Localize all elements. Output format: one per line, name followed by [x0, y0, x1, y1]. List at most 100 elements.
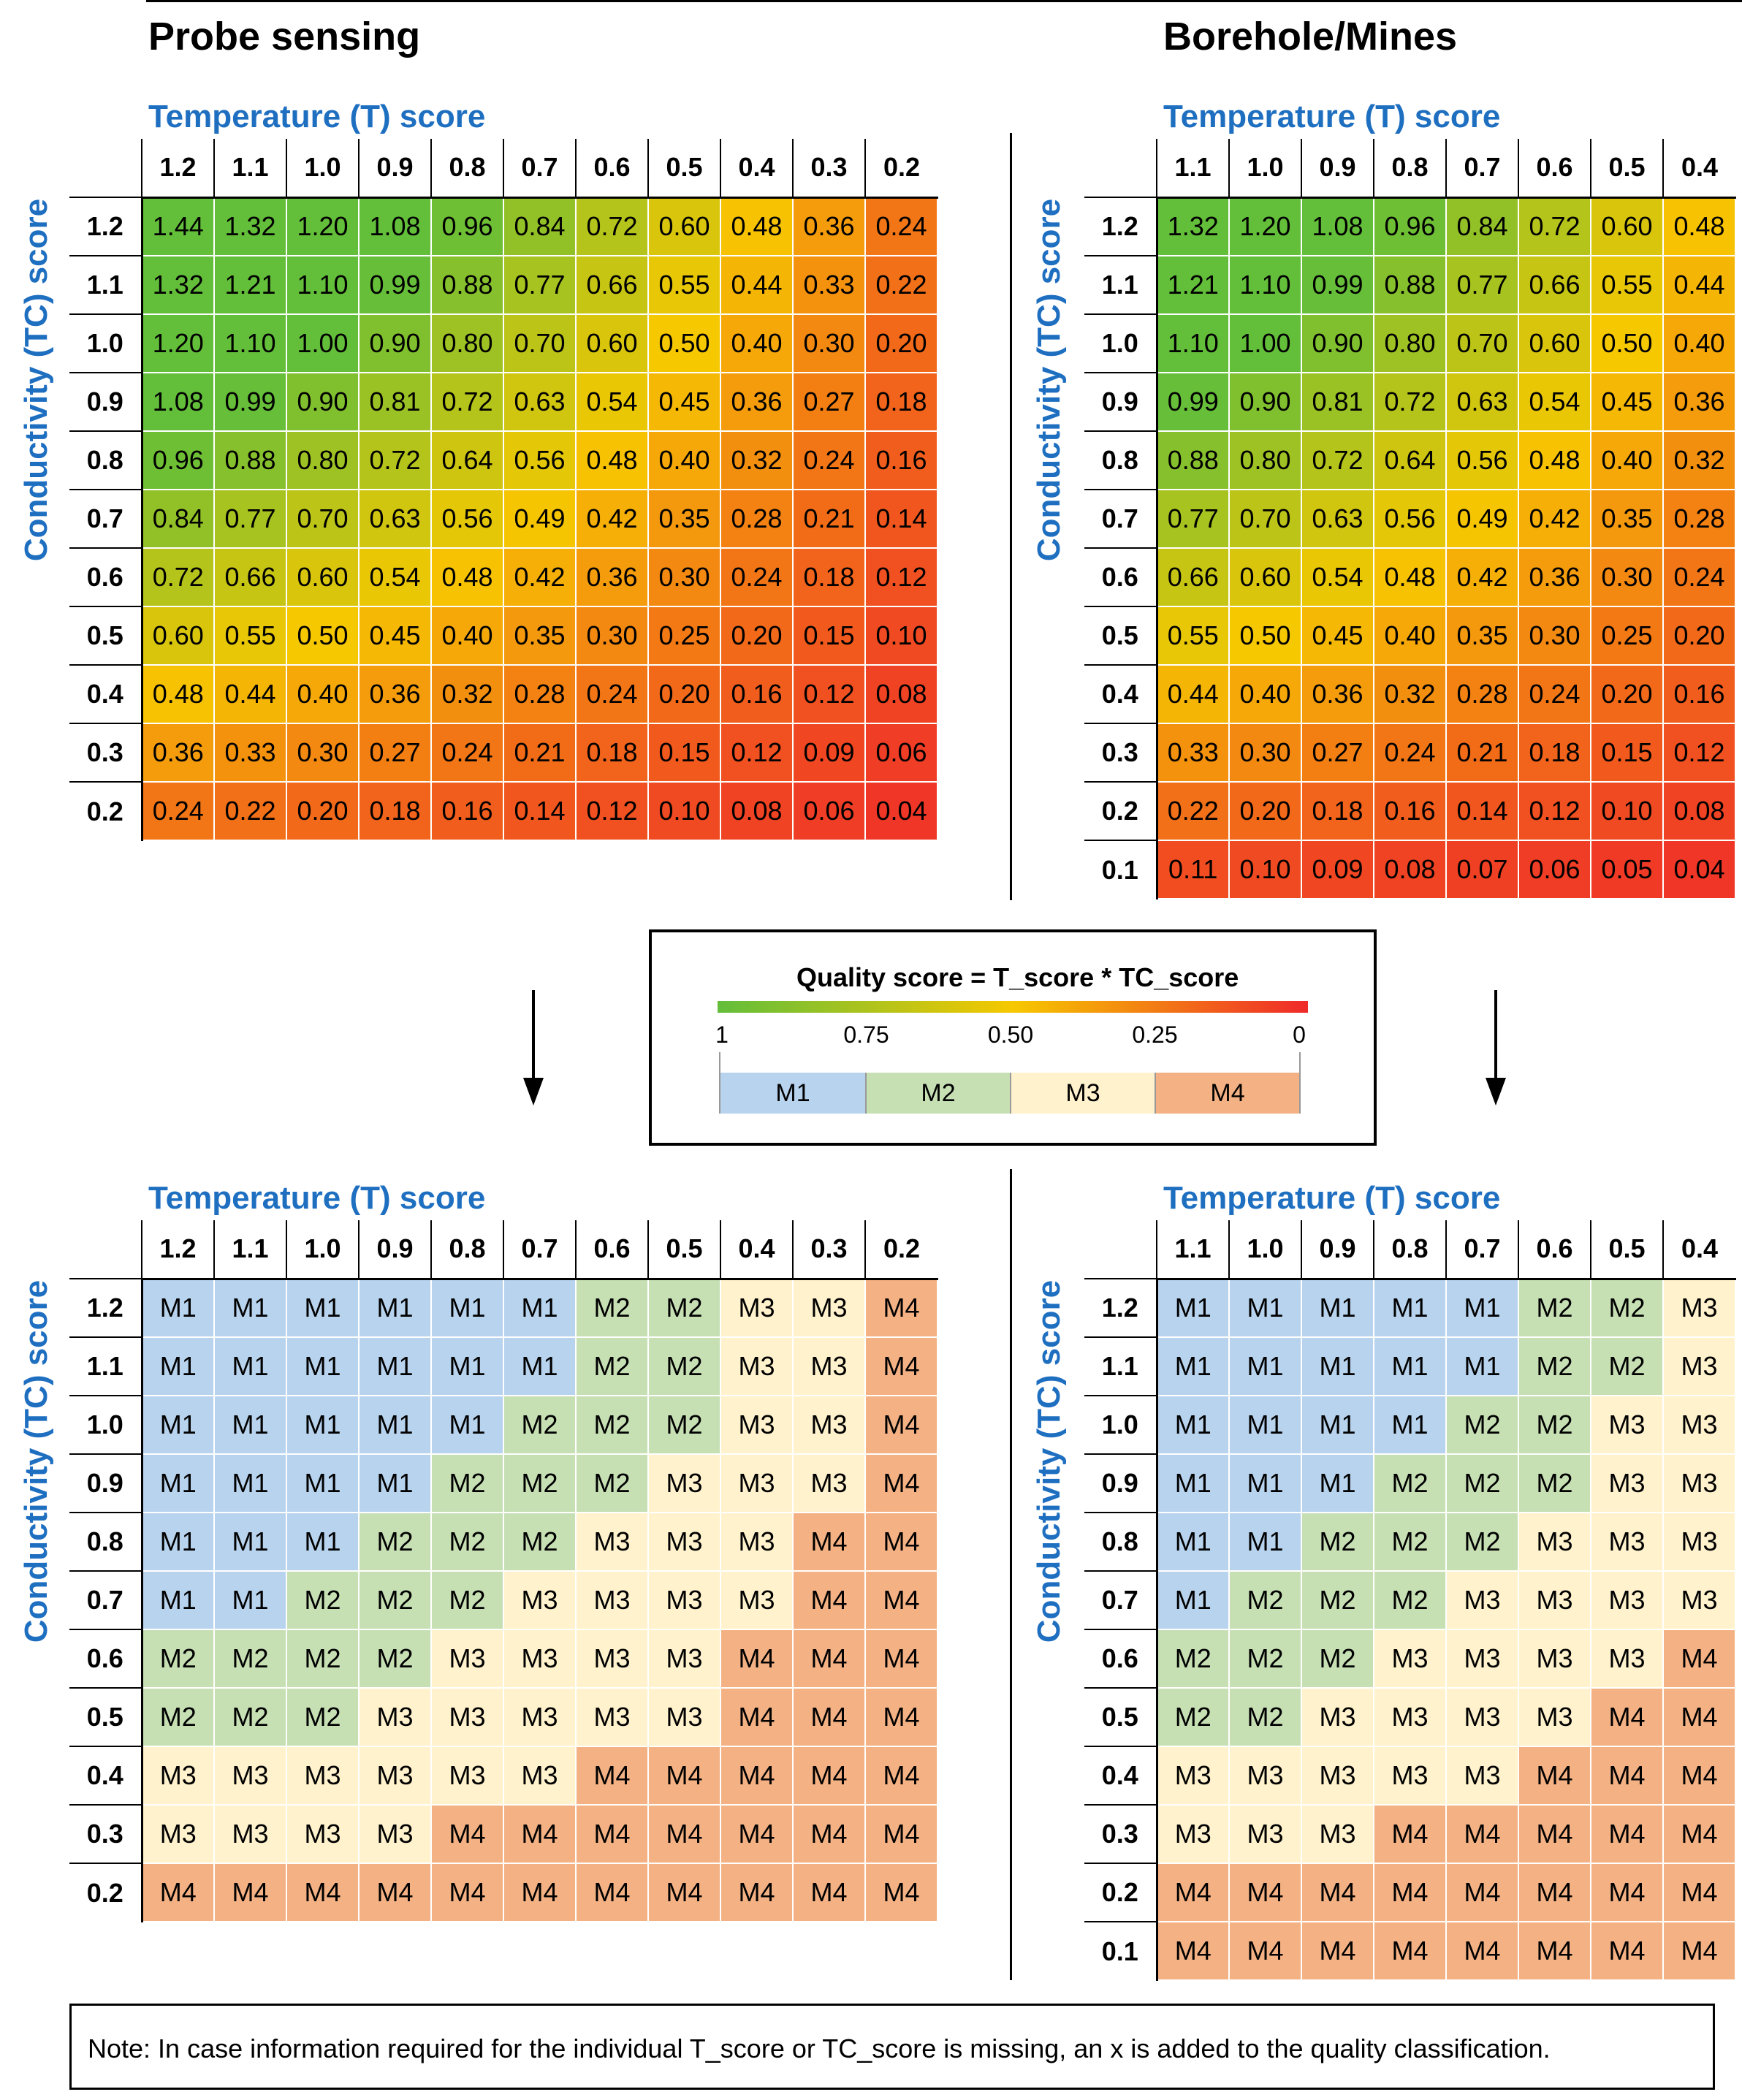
table-row: 0.5 0.60 0.55 0.50 0.45 0.40 0.35 0.30 0.25 0.20 0… — [69, 606, 938, 666]
quality-class-cell: M1 — [1373, 1278, 1447, 1338]
quality-class-cell: M3 — [1590, 1512, 1664, 1572]
quality-class-cell: M4 — [1156, 1921, 1230, 1981]
quality-score-cell: 0.35 — [1445, 606, 1519, 666]
quality-score-cell: 0.56 — [503, 430, 577, 490]
quality-class-cell: M4 — [864, 1687, 938, 1747]
quality-class-cell: M4 — [213, 1863, 287, 1922]
quality-class-cell: M3 — [503, 1629, 577, 1689]
table-row: 0.8 0.96 0.88 0.80 0.72 0.64 0.56 0.48 0.40 0.32 0… — [69, 430, 938, 490]
quality-score-cell: 0.12 — [1518, 781, 1591, 841]
quality-score-cell: 0.72 — [575, 197, 649, 256]
quality-class-cell: M1 — [1445, 1278, 1519, 1338]
quality-class-cell: M4 — [647, 1804, 721, 1864]
quality-class-cell: M1 — [430, 1336, 504, 1396]
quality-class-cell: M2 — [575, 1336, 649, 1396]
tc-score-header: 0.5 — [1084, 1687, 1158, 1746]
quality-score-cell: 0.63 — [1445, 372, 1519, 432]
quality-class-cell: M3 — [720, 1395, 794, 1455]
quality-score-cell: 0.10 — [864, 606, 938, 666]
quality-class-cell: M4 — [792, 1804, 866, 1864]
tc-axis-title: Conductivity (TC) score — [18, 1279, 54, 1643]
quality-score-cell: 0.40 — [720, 313, 794, 373]
quality-score-cell: 0.16 — [1373, 781, 1447, 841]
quality-class-cell: M3 — [1518, 1570, 1591, 1630]
probe-title: Probe sensing — [148, 15, 421, 58]
quality-class-cell: M4 — [430, 1863, 504, 1922]
quality-score-cell: 1.00 — [1228, 313, 1302, 373]
quality-score-cell: 1.44 — [141, 197, 215, 256]
t-score-header: 0.5 — [647, 1220, 720, 1280]
quality-class-cell: M4 — [1445, 1921, 1519, 1981]
quality-class-cell: M2 — [503, 1395, 577, 1455]
quality-score-cell: 0.25 — [1590, 606, 1664, 666]
quality-score-cell: 0.40 — [647, 430, 721, 490]
t-axis-title: Temperature (T) score — [148, 99, 486, 134]
quality-score-cell: 1.10 — [1228, 255, 1302, 315]
quality-score-cell: 0.30 — [647, 547, 721, 607]
quality-class-cell: M3 — [1156, 1746, 1230, 1806]
t-score-header: 1.2 — [141, 1220, 214, 1280]
quality-class-cell: M1 — [1228, 1336, 1302, 1396]
quality-score-cell: 0.18 — [1301, 781, 1374, 841]
table-row: 0.5 0.55 0.50 0.45 0.40 0.35 0.30 0.25 0.20 — [1084, 606, 1736, 666]
quality-score-cell: 0.36 — [141, 723, 215, 783]
quality-class-cell: M4 — [575, 1746, 649, 1806]
quality-score-cell: 0.77 — [213, 489, 287, 549]
tc-score-header: 1.1 — [69, 255, 143, 314]
quality-score-cell: 0.20 — [1662, 606, 1736, 666]
quality-score-cell: 0.21 — [1445, 723, 1519, 783]
quality-score-cell: 0.60 — [1518, 313, 1591, 373]
quality-class-cell: M2 — [1228, 1629, 1302, 1689]
quality-class-cell: M2 — [1373, 1453, 1447, 1513]
quality-score-cell: 0.04 — [1662, 840, 1736, 899]
t-score-header: 1.1 — [213, 139, 286, 199]
table-row: 1.1 M1 M1 M1 M1 M1 M2 M2 M3 — [1084, 1336, 1736, 1396]
quality-score-cell: 1.08 — [358, 197, 432, 256]
legend-tick-label: 0.25 — [1132, 1022, 1178, 1048]
quality-score-cell: 0.08 — [864, 664, 938, 724]
quality-score-cell: 0.24 — [792, 430, 866, 490]
quality-class-cell: M1 — [213, 1512, 287, 1572]
legend-left-edge — [719, 1052, 720, 1114]
quality-score-cell: 0.30 — [792, 313, 866, 373]
quality-score-cell: 0.81 — [358, 372, 432, 432]
quality-score-cell: 0.55 — [213, 606, 287, 666]
borehole-class-grid: 1.1 1.0 0.9 0.8 0.7 0.6 0.5 0.4 1.2 M1 M1 M1 M1 M1 M2 M… — [1084, 1220, 1736, 1981]
legend-tick-label: 0.75 — [843, 1022, 889, 1048]
quality-score-cell: 0.44 — [1156, 664, 1230, 724]
quality-class-cell: M2 — [1301, 1512, 1374, 1572]
t-score-header: 0.5 — [1590, 1220, 1663, 1280]
legend-tick-label: 1 — [715, 1022, 729, 1048]
quality-score-cell: 0.48 — [1373, 547, 1447, 607]
tc-score-header: 1.1 — [1084, 1336, 1158, 1396]
quality-class-cell: M2 — [1156, 1629, 1230, 1689]
quality-class-cell: M2 — [430, 1512, 504, 1572]
tc-score-header: 0.4 — [1084, 1746, 1158, 1805]
quality-class-cell: M1 — [1156, 1395, 1230, 1455]
quality-score-cell: 0.10 — [647, 781, 721, 841]
quality-score-cell: 0.45 — [1590, 372, 1664, 432]
t-score-header: 0.9 — [1301, 139, 1374, 199]
quality-score-cell: 1.32 — [1156, 197, 1230, 256]
quality-score-cell: 0.35 — [647, 489, 721, 549]
table-row: 0.8 0.88 0.80 0.72 0.64 0.56 0.48 0.40 0.32 — [1084, 430, 1736, 490]
quality-score-cell: 0.80 — [1228, 430, 1302, 490]
quality-class-cell: M3 — [575, 1570, 649, 1630]
quality-score-cell: 1.20 — [141, 313, 215, 373]
tc-score-header: 0.8 — [69, 430, 143, 490]
quality-score-cell: 0.28 — [503, 664, 577, 724]
quality-score-cell: 0.27 — [1301, 723, 1374, 783]
quality-class-cell: M3 — [1518, 1687, 1591, 1747]
quality-score-cell: 0.42 — [1518, 489, 1591, 549]
tc-score-header: 0.1 — [1084, 1921, 1158, 1980]
quality-class-cell: M4 — [1518, 1746, 1591, 1806]
quality-score-cell: 0.27 — [792, 372, 866, 432]
quality-score-cell: 0.30 — [1590, 547, 1664, 607]
quality-score-cell: 0.33 — [213, 723, 287, 783]
quality-score-cell: 0.64 — [1373, 430, 1447, 490]
tc-score-header: 0.5 — [69, 606, 143, 665]
tc-score-header: 1.0 — [69, 313, 143, 373]
quality-class-cell: M4 — [1373, 1804, 1447, 1864]
quality-score-cell: 0.12 — [720, 723, 794, 783]
tc-score-header: 0.3 — [69, 723, 143, 782]
